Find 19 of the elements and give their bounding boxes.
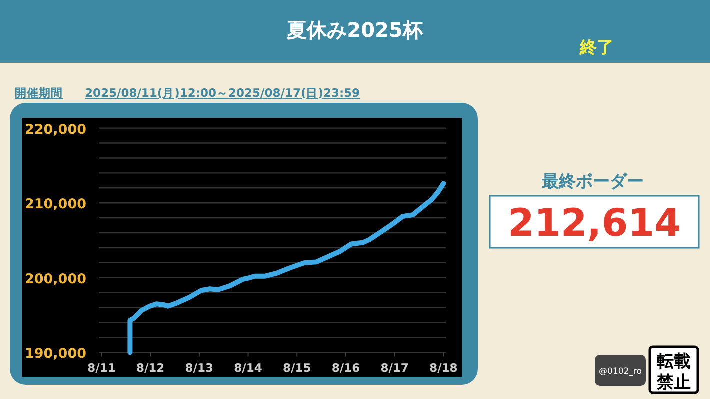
x-tick-label: 8/13 bbox=[185, 361, 214, 375]
text: 終了 bbox=[579, 38, 614, 58]
y-tick-label: 190,000 bbox=[25, 346, 86, 362]
text: 開催期間 2025/08/11(月)12:00～2025/08/17(日)23:59 bbox=[15, 86, 360, 100]
text: 転載禁止 bbox=[656, 352, 691, 393]
x-tick-label: 8/17 bbox=[380, 361, 409, 375]
x-tick-label: 8/14 bbox=[234, 361, 262, 375]
x-tick-label: 8/18 bbox=[430, 361, 458, 375]
chart-title: 夏休み2025杯 bbox=[286, 18, 424, 42]
x-tick-label: 8/11 bbox=[88, 361, 116, 375]
text: 212,614 bbox=[508, 201, 682, 245]
text: 最終ボーダー bbox=[541, 172, 644, 192]
y-tick-label: 200,000 bbox=[25, 271, 86, 288]
handle-badge: @0102_ro bbox=[595, 355, 646, 386]
x-tick-label: 8/15 bbox=[283, 361, 312, 375]
x-tick-label: 8/12 bbox=[136, 361, 165, 375]
y-tick-label: 210,000 bbox=[25, 196, 86, 213]
x-tick-label: 8/16 bbox=[332, 361, 360, 375]
y-tick-label: 220,000 bbox=[25, 122, 86, 138]
